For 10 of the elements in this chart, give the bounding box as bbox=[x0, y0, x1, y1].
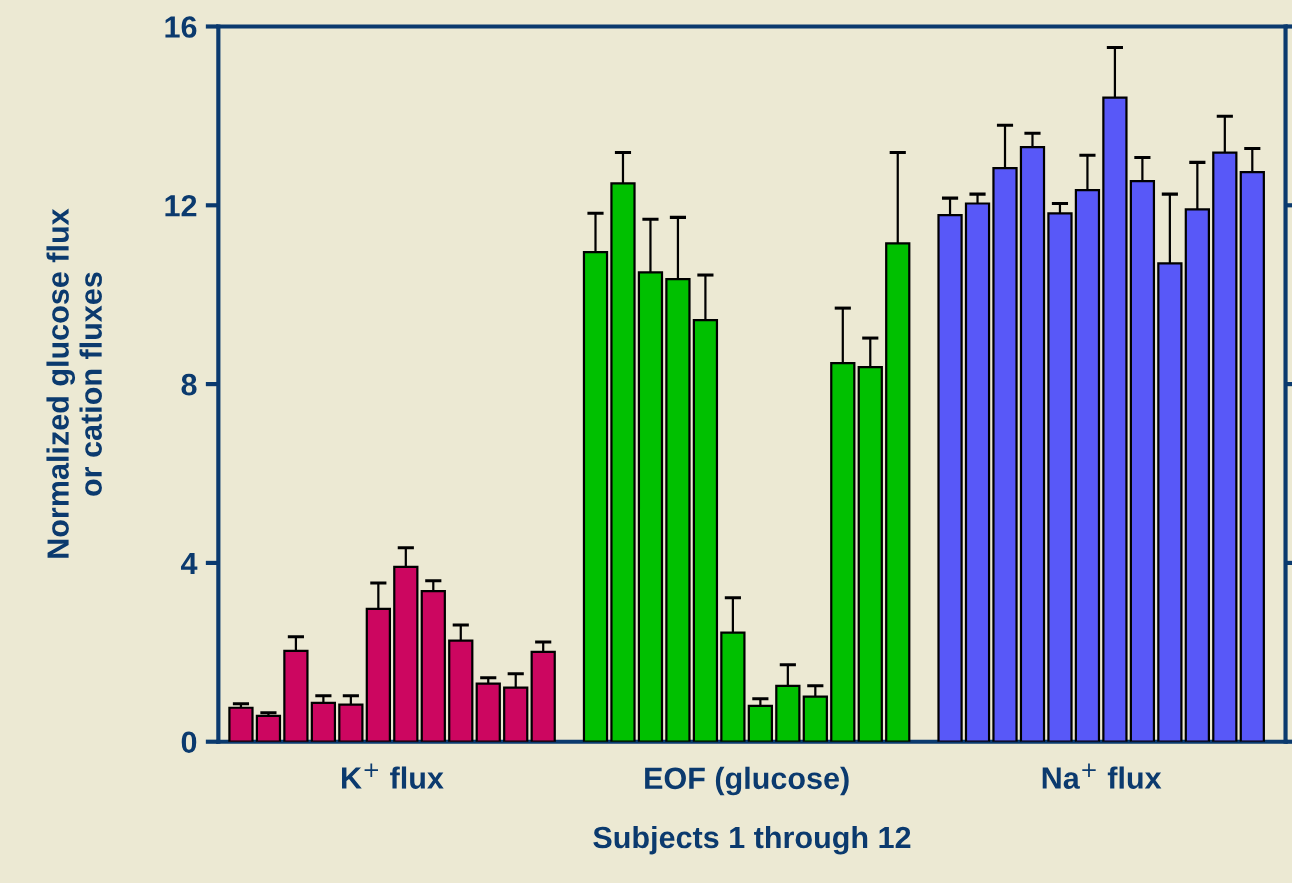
y-tick-label: 4 bbox=[180, 552, 198, 574]
x-tick-label: EOF (glucose) bbox=[645, 766, 849, 796]
x-tick-label: K$^{+}$ flux bbox=[342, 763, 444, 789]
y-tick-label: 12 bbox=[165, 195, 197, 217]
x-tick-label: Na$^{+}$ flux bbox=[1042, 763, 1162, 789]
y-tick-label: 0 bbox=[181, 731, 197, 754]
x-axis-title: Subjects 1 through 12 bbox=[593, 825, 911, 855]
y-tick-label: 8 bbox=[181, 373, 197, 396]
y-tick-label: 16 bbox=[165, 16, 197, 38]
y-axis-title: Normalized glucose flux or cation fluxes bbox=[46, 208, 102, 558]
